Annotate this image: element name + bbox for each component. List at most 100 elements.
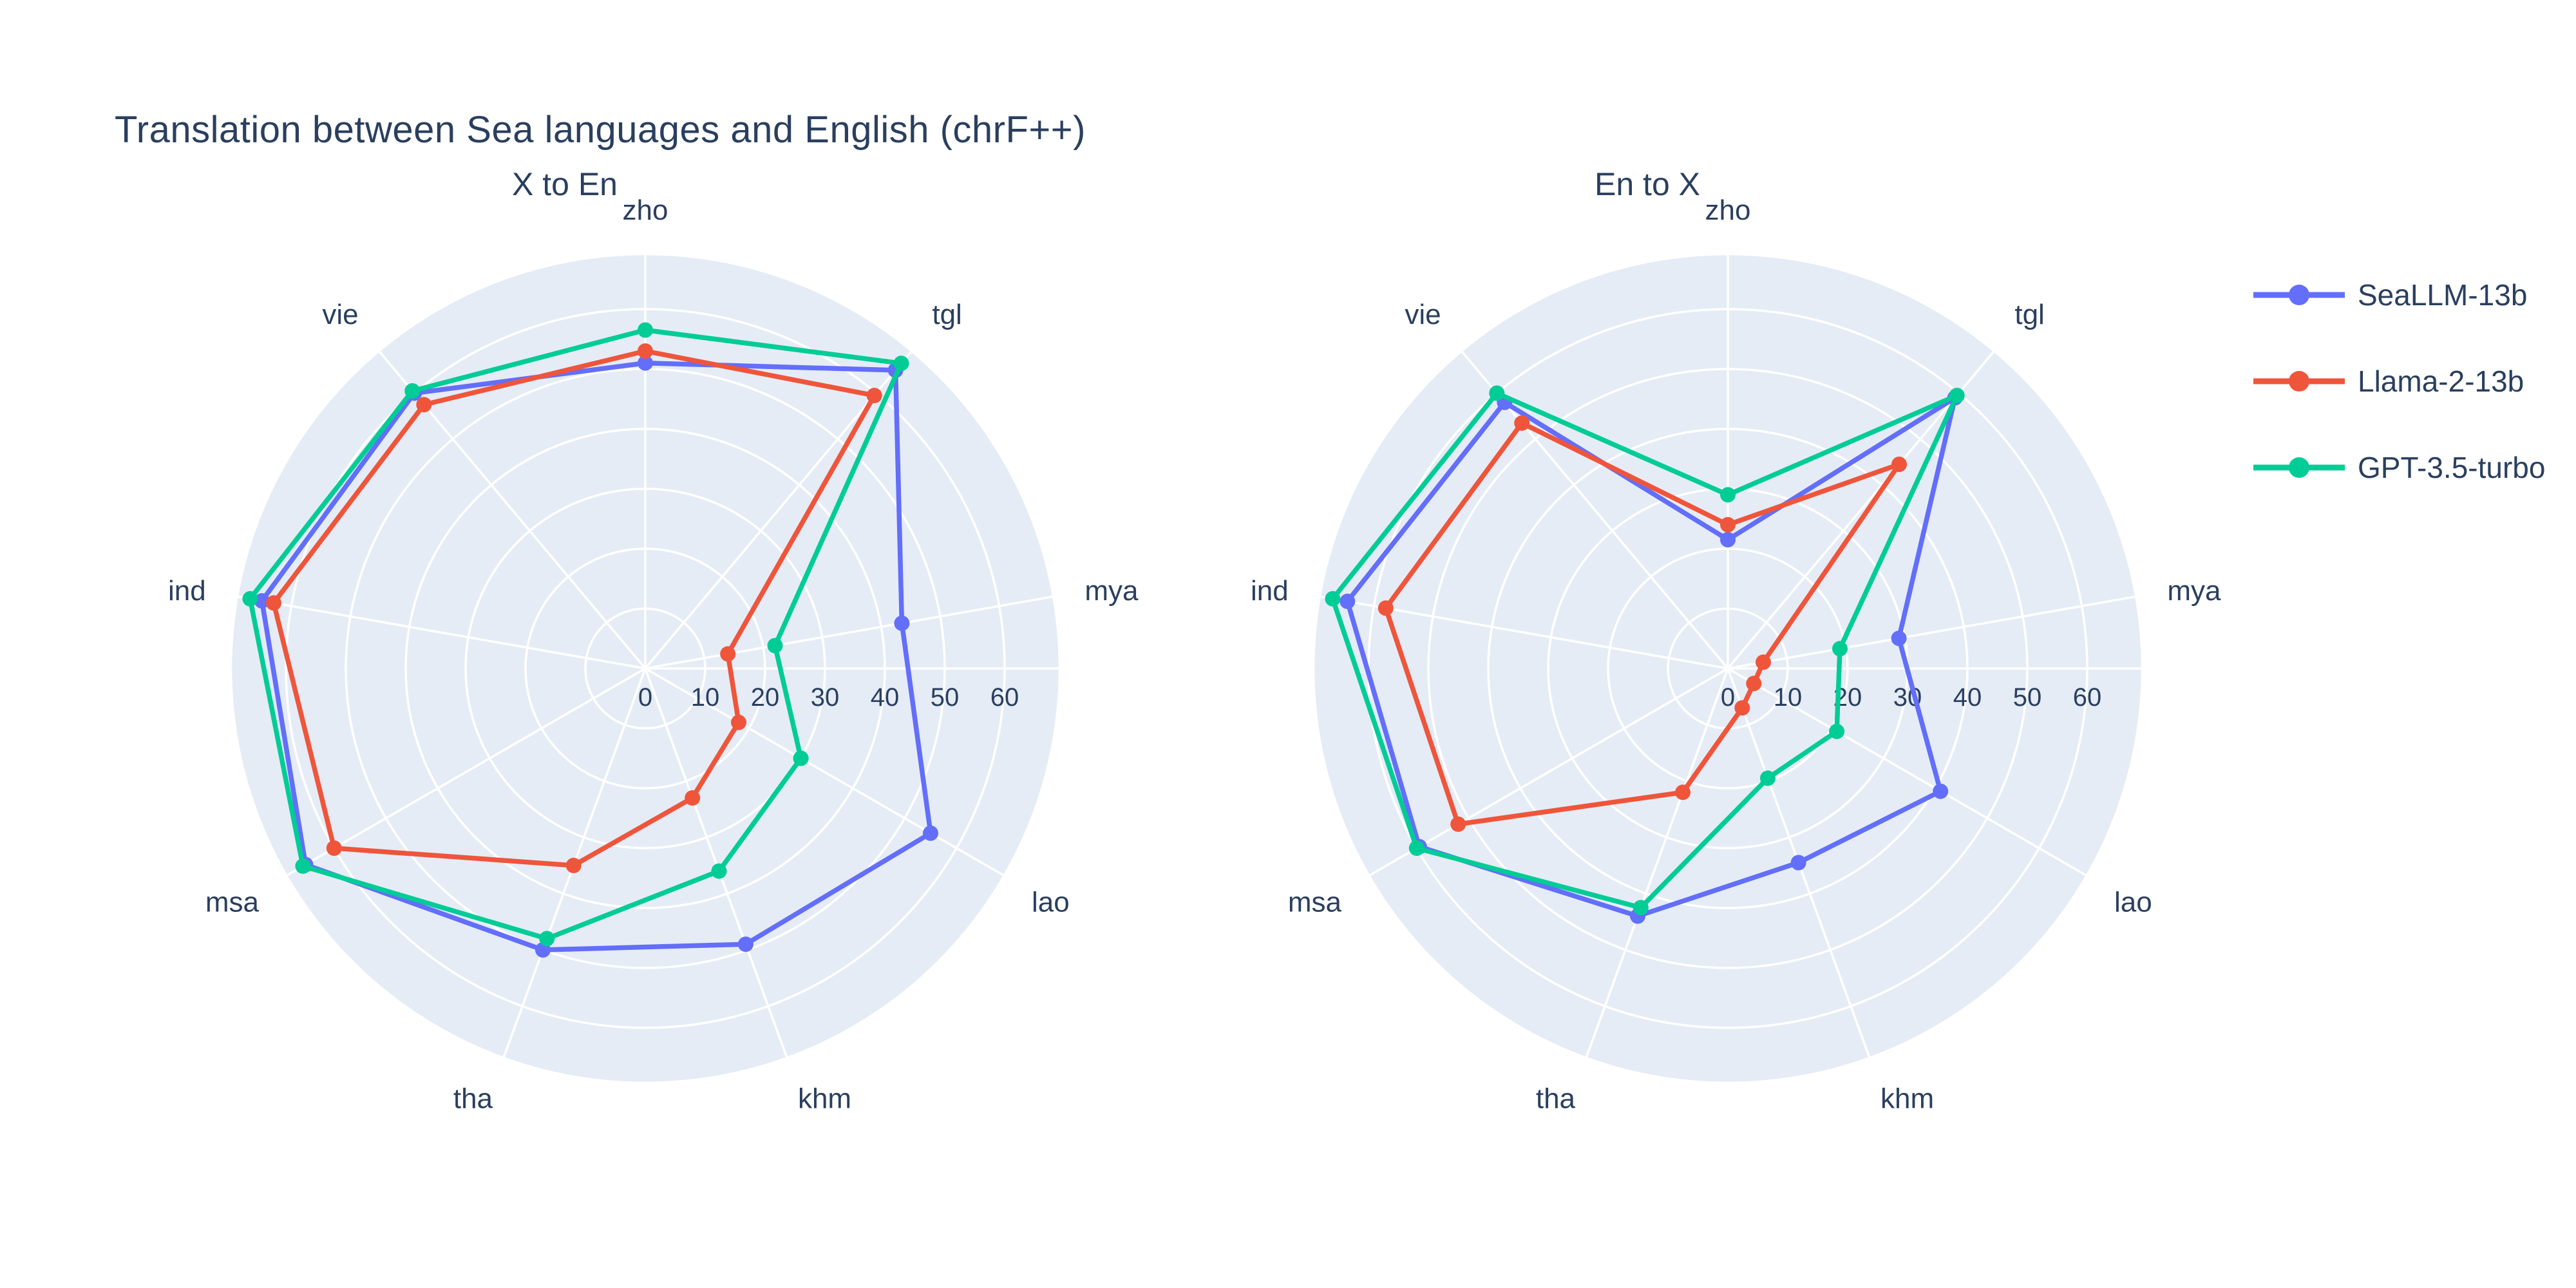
category-label-ind: ind: [168, 575, 206, 607]
legend-swatch-line-dot: [2253, 285, 2345, 305]
category-label-lao: lao: [2114, 887, 2152, 918]
category-label-tha: tha: [1536, 1083, 1576, 1114]
category-label-tgl: tgl: [2014, 299, 2044, 330]
data-point-zho[interactable]: [1720, 487, 1736, 503]
radial-tick-label: 60: [990, 683, 1019, 712]
radial-tick-label: 50: [931, 683, 960, 712]
data-point-msa[interactable]: [326, 840, 342, 856]
series-Llama-2-13b: [1378, 415, 1907, 832]
grid-spoke: [1727, 667, 2087, 876]
grid-spoke: [287, 667, 646, 876]
data-point-tha[interactable]: [565, 857, 582, 873]
grid-spoke: [1727, 351, 1994, 670]
radial-tick-label: 10: [1774, 683, 1803, 712]
legend-label: Llama-2-13b: [2358, 365, 2524, 398]
series-GPT-3.5-turbo: [1325, 385, 1965, 916]
category-label-khm: khm: [1880, 1083, 1934, 1114]
data-point-zho[interactable]: [638, 343, 653, 359]
data-point-tha[interactable]: [539, 931, 555, 947]
data-point-khm[interactable]: [685, 790, 701, 806]
data-point-vie[interactable]: [416, 397, 432, 413]
radial-tick-label: 0: [638, 683, 652, 712]
category-label-lao: lao: [1032, 887, 1070, 918]
radial-tick-label: 0: [1721, 683, 1735, 712]
radar-chart-en-to-x: 0 10 20 30 40 50 60zhotglmyalaokhmthamsaindvie…: [1251, 166, 2221, 1114]
data-point-khm[interactable]: [711, 863, 727, 879]
data-point-vie[interactable]: [1489, 385, 1505, 401]
subplot-title: X to En: [512, 166, 618, 202]
radial-tick-label: 40: [1953, 683, 1982, 712]
category-label-tgl: tgl: [932, 299, 961, 330]
data-point-ind[interactable]: [254, 593, 270, 609]
legend-item-seallm[interactable]: SeaLLM-13b: [2251, 265, 2545, 325]
data-point-vie[interactable]: [404, 383, 421, 399]
data-point-zho[interactable]: [1720, 532, 1736, 547]
data-point-msa[interactable]: [1450, 816, 1466, 832]
category-label-msa: msa: [205, 887, 260, 918]
grid-spoke: [645, 667, 1004, 876]
data-point-mya[interactable]: [720, 646, 736, 662]
series-GPT-3.5-turbo: [242, 322, 909, 947]
radial-tick-label: 10: [691, 683, 720, 712]
series-line: [259, 360, 933, 952]
radial-tick-label: 40: [871, 683, 900, 712]
legend-item-gpt[interactable]: GPT-3.5-turbo: [2251, 438, 2545, 497]
series-line: [247, 327, 904, 942]
grid-spoke: [644, 668, 788, 1057]
data-point-tha[interactable]: [1675, 784, 1690, 800]
data-point-tgl[interactable]: [1891, 457, 1907, 472]
data-point-khm[interactable]: [1790, 855, 1806, 871]
data-point-zho[interactable]: [638, 322, 653, 338]
data-point-ind[interactable]: [242, 591, 258, 607]
data-point-khm[interactable]: [1760, 770, 1776, 786]
category-label-tha: tha: [453, 1083, 493, 1114]
data-point-mya[interactable]: [767, 638, 783, 654]
grid-spoke: [1727, 595, 2136, 670]
data-point-ind[interactable]: [1378, 600, 1394, 616]
category-label-khm: khm: [798, 1083, 851, 1114]
grid-spoke: [645, 595, 1053, 670]
data-point-mya[interactable]: [1832, 641, 1848, 657]
series-line: [1345, 395, 1958, 919]
data-point-tgl[interactable]: [893, 355, 909, 372]
legend-swatch-line-dot: [2253, 457, 2345, 478]
data-point-khm[interactable]: [1734, 700, 1750, 716]
category-label-mya: mya: [1084, 575, 1139, 607]
data-point-msa[interactable]: [295, 858, 311, 874]
data-point-ind[interactable]: [1325, 591, 1341, 607]
data-point-lao[interactable]: [793, 750, 809, 766]
data-point-lao[interactable]: [731, 714, 746, 730]
radar-charts-canvas: 0 10 20 30 40 50 60 zho tgl mya lao khm tha msa ind vie…: [168, 166, 2221, 1114]
data-point-tha[interactable]: [1633, 900, 1649, 916]
data-point-msa[interactable]: [1408, 840, 1425, 856]
category-label-zho: zho: [623, 194, 668, 226]
data-point-mya[interactable]: [1756, 654, 1771, 670]
legend-item-llama[interactable]: Llama-2-13b: [2251, 352, 2545, 411]
series-line: [271, 348, 877, 868]
data-point-mya[interactable]: [1891, 630, 1907, 647]
data-point-ind[interactable]: [1340, 593, 1356, 609]
data-point-lao[interactable]: [1746, 676, 1762, 692]
radial-tick-label: 50: [2013, 683, 2042, 712]
data-point-lao[interactable]: [1933, 783, 1949, 799]
data-point-vie[interactable]: [1514, 415, 1530, 431]
legend-label: GPT-3.5-turbo: [2358, 451, 2546, 484]
data-point-khm[interactable]: [737, 936, 753, 952]
figure-title: Translation between Sea languages and En…: [115, 109, 1086, 151]
series-line: [1383, 421, 1902, 827]
legend-swatch-line-dot: [2253, 371, 2345, 392]
data-point-mya[interactable]: [894, 615, 910, 631]
data-point-lao[interactable]: [1829, 723, 1845, 739]
category-label-zho: zho: [1705, 194, 1751, 226]
data-point-zho[interactable]: [638, 355, 653, 371]
subplot-title: En to X: [1595, 166, 1700, 202]
legend: SeaLLM-13b Llama-2-13b GPT-3.5-turbo: [2251, 265, 2545, 524]
data-point-tgl[interactable]: [866, 388, 882, 404]
category-label-vie: vie: [1405, 299, 1441, 330]
data-point-tgl[interactable]: [1949, 388, 1965, 404]
data-point-zho[interactable]: [1720, 516, 1736, 533]
radial-tick-label: 20: [751, 683, 780, 712]
category-label-ind: ind: [1251, 575, 1289, 607]
data-point-lao[interactable]: [923, 825, 938, 841]
data-point-ind[interactable]: [266, 595, 281, 611]
